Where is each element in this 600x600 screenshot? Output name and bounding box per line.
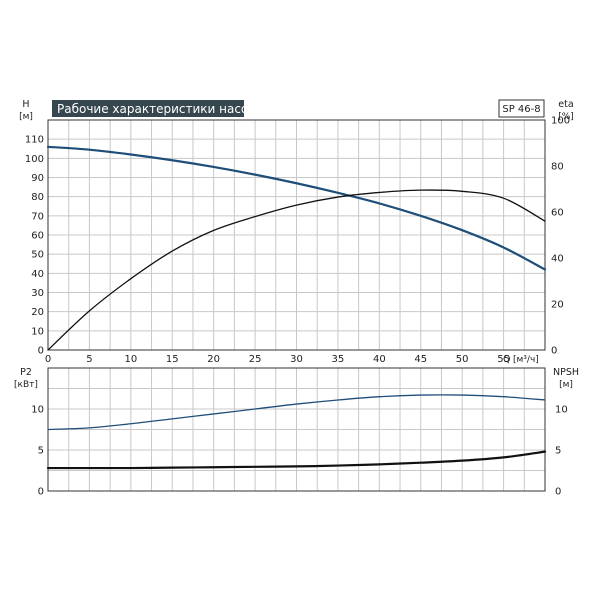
h-tick-label: 20 (31, 307, 44, 318)
h-tick-label: 100 (25, 154, 44, 165)
x-tick-label: 20 (207, 354, 220, 365)
npsh-tick-label: 5 (555, 446, 561, 457)
eta-tick-label: 80 (551, 162, 564, 173)
tick-labels: 0 5 10 15 20 25 30 35 40 45 50 55010203040506070809… (25, 116, 570, 498)
chart-title-box (52, 100, 244, 117)
npsh-axis-unit: [м] (559, 380, 573, 390)
npsh-tick-label: 10 (555, 405, 568, 416)
x-tick-label: 10 (124, 354, 137, 365)
p2-tick-label: 0 (38, 487, 44, 498)
eta-axis-label: eta (558, 99, 573, 110)
h-tick-label: 50 (31, 250, 44, 261)
x-tick-label: 50 (456, 354, 469, 365)
p2-axis-unit: [кВт] (14, 380, 38, 390)
h-tick-label: 60 (31, 231, 44, 242)
x-tick-label: 30 (290, 354, 303, 365)
eta-tick-label: 0 (551, 346, 557, 357)
npsh-tick-label: 0 (555, 487, 561, 498)
eta-axis-unit: [%] (558, 112, 574, 122)
bottom-p2-curve (47, 394, 546, 431)
top-panel-series (46, 145, 547, 351)
x-tick-label: 25 (249, 354, 262, 365)
p2-tick-label: 10 (31, 405, 44, 416)
model-label: SP 46-8 (502, 104, 540, 115)
bottom-panel-series (46, 394, 547, 470)
eta-tick-label: 100 (551, 116, 570, 127)
h-tick-label: 10 (31, 326, 44, 337)
x-tick-label: 5 (86, 354, 92, 365)
eta-tick-label: 60 (551, 208, 564, 219)
x-tick-label: 40 (373, 354, 386, 365)
model-box (498, 99, 545, 118)
x-tick-label: 0 (45, 354, 51, 365)
chart-title: Рабочие характеристики насоса (57, 102, 262, 116)
x-tick-label: 45 (414, 354, 427, 365)
eta-tick-label: 20 (551, 300, 564, 311)
q-axis-label: Q (503, 354, 510, 365)
top-panel-frame (47, 119, 546, 351)
x-tick-label: 55 (497, 354, 510, 365)
h-tick-label: 110 (25, 135, 44, 146)
bottom-npsh-curve (46, 450, 547, 470)
h-tick-label: 40 (31, 269, 44, 280)
bottom-panel-grid (47, 367, 546, 492)
h-tick-label: 90 (31, 173, 44, 184)
h-tick-label: 70 (31, 211, 44, 222)
eta-tick-label: 40 (551, 254, 564, 265)
h-tick-label: 0 (38, 346, 44, 357)
x-tick-label: 15 (166, 354, 179, 365)
top-eta-curve (47, 189, 546, 351)
x-tick-label: 35 (332, 354, 345, 365)
npsh-axis-label: NPSH (553, 367, 579, 378)
h-tick-label: 30 (31, 288, 44, 299)
p2-tick-label: 5 (38, 446, 44, 457)
q-axis-unit: [м³/ч] (513, 355, 539, 365)
h-axis-label: H (22, 99, 29, 110)
h-tick-label: 80 (31, 192, 44, 203)
top-h-curve (46, 145, 547, 271)
h-axis-unit: [м] (19, 112, 33, 122)
p2-axis-label: P2 (20, 367, 32, 378)
